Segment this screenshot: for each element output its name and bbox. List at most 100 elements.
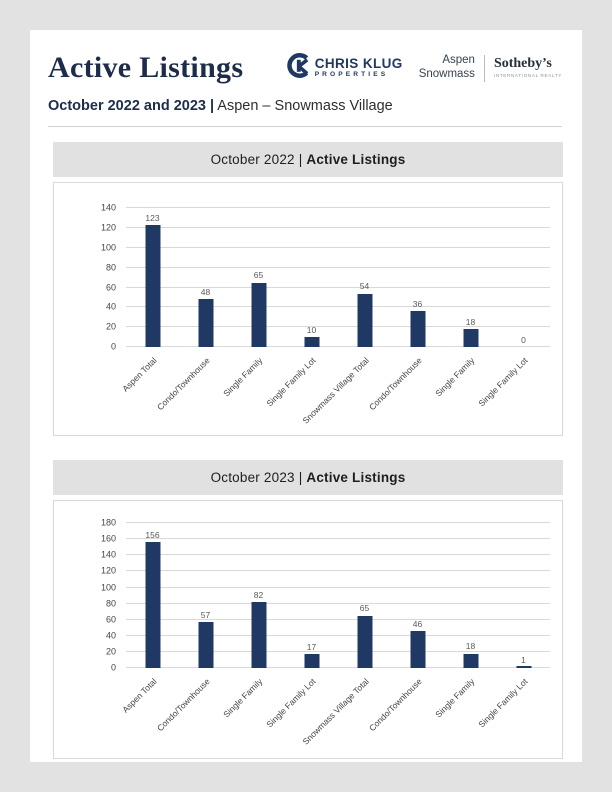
bar-value-label: 65 xyxy=(253,270,264,281)
bar-group: 10 Single Family Lot xyxy=(265,208,338,409)
chart-title-2022: October 2022 | Active Listings xyxy=(53,142,563,178)
gridline xyxy=(126,667,550,669)
report-page: Active Listings CHRIS KLUG PROPERTIES xyxy=(30,30,582,762)
aspen-snowmass-wordmark: Aspen Snowmass xyxy=(419,54,475,82)
bar-value-label: 17 xyxy=(306,641,317,652)
subtitle-date-range: October 2022 and 2023 | xyxy=(48,98,215,114)
sothebys-name: Sotheby’s xyxy=(493,56,552,72)
bar xyxy=(304,337,319,348)
bar-group: 123 Aspen Total xyxy=(120,208,179,394)
gridline xyxy=(126,538,550,540)
bar-group: 18 Single Family xyxy=(434,208,497,399)
aspen-label: Aspen xyxy=(442,54,475,67)
page-title: Active Listings xyxy=(48,51,244,84)
bar-value-label: 0 xyxy=(521,334,526,345)
bar-group: 46 Condo/Townhouse xyxy=(367,523,444,733)
bar xyxy=(463,329,478,348)
bar xyxy=(410,631,425,669)
aspen-snowmass-sothebys-logo: Aspen Snowmass Sotheby’s INTERNATIONAL R… xyxy=(419,54,562,82)
y-axis-tick: 120 xyxy=(100,565,116,576)
chris-klug-name: CHRIS KLUG xyxy=(314,55,403,71)
gridline xyxy=(126,346,550,348)
chris-klug-logo: CHRIS KLUG PROPERTIES xyxy=(282,52,403,84)
y-axis: 0 20 40 60 80 100 120 140 160 180 xyxy=(74,518,126,672)
page-header: Active Listings CHRIS KLUG PROPERTIES xyxy=(30,30,582,128)
bar xyxy=(410,311,425,348)
gridline xyxy=(126,618,550,620)
y-axis-tick: 100 xyxy=(100,582,116,593)
snowmass-label: Snowmass xyxy=(418,68,475,80)
bar xyxy=(145,225,160,348)
bar-value-label: 65 xyxy=(359,603,370,614)
subtitle-location: Aspen – Snowmass Village xyxy=(214,98,393,114)
chart-title-2022-label: Active Listings xyxy=(306,152,406,168)
y-axis-tick: 100 xyxy=(100,242,116,253)
bar xyxy=(463,653,478,669)
gridline xyxy=(126,570,550,572)
chris-klug-wordmark: CHRIS KLUG PROPERTIES xyxy=(315,57,403,79)
gridline xyxy=(126,651,550,653)
ck-monogram-icon xyxy=(282,52,312,84)
header-divider xyxy=(48,126,562,128)
bars: 156 Aspen Total 57 Condo/Townhouse 82 Single … xyxy=(120,523,550,747)
bar-group: 57 Condo/Townhouse xyxy=(155,523,232,733)
chart-title-2023-label: Active Listings xyxy=(306,470,406,486)
chart-title-2023-date: October 2023 | xyxy=(210,470,303,486)
y-axis-tick: 80 xyxy=(105,598,116,609)
bars: 123 Aspen Total 48 Condo/Townhouse 65 Single … xyxy=(120,208,550,426)
panel-october-2022: October 2022 | Active Listings 0 20 40 60 80… xyxy=(53,142,563,437)
chris-klug-properties-label: PROPERTIES xyxy=(314,71,389,79)
y-axis-tick: 180 xyxy=(100,517,116,528)
bar-value-label: 48 xyxy=(200,286,211,297)
gridline xyxy=(126,306,550,308)
gridline xyxy=(126,207,550,209)
gridline xyxy=(126,226,550,228)
y-axis: 0 20 40 60 80 100 120 140 xyxy=(74,203,126,351)
bar-value-label: 36 xyxy=(412,298,423,309)
bar-chart-october-2023: 0 20 40 60 80 100 120 140 160 180 156 Aspen Total 5… xyxy=(54,501,562,747)
title-row: Active Listings CHRIS KLUG PROPERTIES xyxy=(48,48,562,88)
bar-chart-october-2022: 0 20 40 60 80 100 120 140 123 Aspen Total 48 Condo… xyxy=(54,183,562,426)
bar-value-label: 1 xyxy=(521,654,526,665)
bar-group: 54 Snowmass Village Total xyxy=(301,208,391,426)
chart-box-2023: 0 20 40 60 80 100 120 140 160 180 156 Aspen Total 5… xyxy=(53,500,563,760)
bar-value-label: 57 xyxy=(200,609,211,620)
bar-group: 1 Single Family Lot xyxy=(477,523,550,730)
gridline xyxy=(126,634,550,636)
y-axis-tick: 0 xyxy=(110,662,116,673)
bar xyxy=(251,282,266,348)
plot-area: 123 Aspen Total 48 Condo/Townhouse 65 Single … xyxy=(120,207,550,426)
y-axis-tick: 40 xyxy=(105,630,116,641)
bar xyxy=(357,615,372,669)
panel-october-2023: October 2023 | Active Listings 0 20 40 60 80… xyxy=(53,460,563,760)
y-axis-tick: 20 xyxy=(105,646,116,657)
gridline xyxy=(126,602,550,604)
bar-group: 17 Single Family Lot xyxy=(265,523,338,730)
bar-value-label: 123 xyxy=(145,212,160,223)
y-axis-tick: 80 xyxy=(105,262,116,273)
bar xyxy=(198,622,213,669)
gridlines xyxy=(126,207,550,348)
bar-group: 82 Single Family xyxy=(222,523,285,720)
bar-group: 48 Condo/Townhouse xyxy=(155,208,232,412)
bar-value-label: 54 xyxy=(359,281,370,292)
bar-group: 18 Single Family xyxy=(434,523,497,720)
logo-row: CHRIS KLUG PROPERTIES Aspen Snowmass Sot… xyxy=(282,52,562,84)
gridline xyxy=(126,554,550,556)
bar-value-label: 18 xyxy=(465,641,476,652)
sothebys-wordmark: Sotheby’s INTERNATIONAL REALTY xyxy=(494,57,562,78)
gridline xyxy=(126,246,550,248)
page-subtitle: October 2022 and 2023 | Aspen – Snowmass… xyxy=(48,97,562,115)
bar-value-label: 10 xyxy=(306,324,317,335)
bar xyxy=(198,299,213,348)
chart-title-2022-date: October 2022 | xyxy=(210,152,303,168)
y-axis-tick: 120 xyxy=(100,222,116,233)
y-axis-tick: 140 xyxy=(100,549,116,560)
logo-divider xyxy=(483,54,485,82)
y-axis-tick: 20 xyxy=(105,321,116,332)
bar-group: 0 Single Family Lot xyxy=(477,208,550,409)
bar xyxy=(304,654,319,669)
bar-value-label: 82 xyxy=(253,589,264,600)
y-axis-tick: 40 xyxy=(105,301,116,312)
bar-value-label: 156 xyxy=(145,529,160,540)
